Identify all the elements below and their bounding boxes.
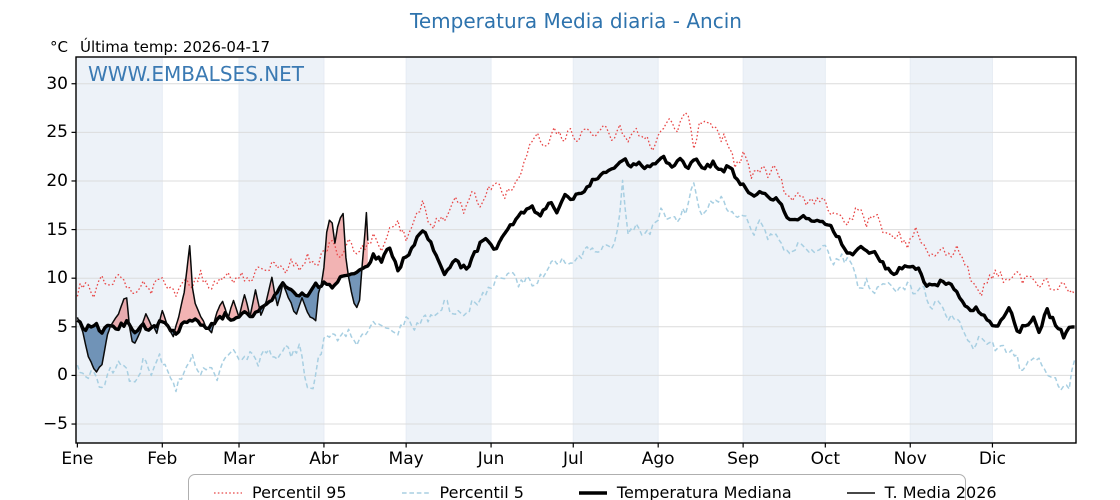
last-temp-label: Última temp: 2026-04-17 bbox=[80, 38, 271, 56]
legend-item-temperatura-mediana: Temperatura Mediana bbox=[578, 483, 792, 500]
series-percentil-5 bbox=[76, 179, 1076, 393]
y-tick-label: 0 bbox=[57, 365, 68, 386]
watermark: WWW.EMBALSES.NET bbox=[88, 62, 305, 86]
x-tick-label-abr: Abr bbox=[309, 449, 339, 469]
x-tick-label-jul: Jul bbox=[562, 449, 584, 469]
legend-line-sample bbox=[401, 491, 430, 494]
x-tick-label-may: May bbox=[388, 449, 424, 469]
chart-title: Temperatura Media diaria - Ancin bbox=[410, 9, 742, 33]
x-tick-label-sep: Sep bbox=[727, 449, 760, 469]
x-tick-label-ago: Ago bbox=[641, 449, 675, 469]
y-tick-label: 15 bbox=[46, 219, 68, 240]
y-axis-unit-label: °C bbox=[50, 38, 68, 56]
y-tick-label: 30 bbox=[46, 73, 68, 94]
fill-above-median bbox=[239, 294, 250, 317]
legend-label: Temperatura Mediana bbox=[616, 483, 792, 500]
y-tick-label: −5 bbox=[42, 414, 68, 435]
legend-item-percentil-95: Percentil 95 bbox=[213, 483, 347, 500]
series-temperatura-mediana bbox=[76, 154, 1076, 340]
x-tick-label-nov: Nov bbox=[893, 449, 927, 469]
fill-above-median bbox=[228, 300, 239, 321]
month-band bbox=[76, 57, 163, 443]
plot-border bbox=[75, 56, 1077, 444]
legend-line-sample bbox=[214, 491, 242, 494]
month-band bbox=[239, 57, 324, 443]
legend-label: Percentil 95 bbox=[252, 483, 347, 500]
legend-item-t-media-2026: T. Media 2026 bbox=[846, 483, 997, 500]
x-tick-label-ene: Ene bbox=[61, 449, 94, 469]
fill-above-median bbox=[320, 213, 349, 288]
y-tick-label: 25 bbox=[46, 122, 68, 143]
legend: Percentil 95 Percentil 5 Temperatura Media… bbox=[188, 474, 997, 500]
month-band bbox=[910, 57, 993, 443]
y-tick-label: 20 bbox=[46, 170, 68, 191]
legend-line-sample bbox=[846, 491, 875, 494]
x-tick-label-dic: Dic bbox=[978, 449, 1007, 469]
x-tick-label-feb: Feb bbox=[147, 449, 178, 469]
month-band bbox=[573, 57, 659, 443]
fill-below-median bbox=[348, 268, 362, 308]
y-tick-label: 5 bbox=[57, 316, 68, 337]
legend-line-sample bbox=[578, 490, 607, 495]
x-tick-label-mar: Mar bbox=[222, 449, 256, 469]
legend-item-percentil-5: Percentil 5 bbox=[401, 483, 524, 500]
legend-label: T. Media 2026 bbox=[884, 483, 997, 500]
y-tick-label: 10 bbox=[46, 268, 68, 289]
legend-label: Percentil 5 bbox=[439, 483, 524, 500]
x-tick-label-oct: Oct bbox=[810, 449, 841, 469]
series-t-media-2026 bbox=[76, 211, 369, 373]
x-tick-label-jun: Jun bbox=[477, 449, 505, 469]
